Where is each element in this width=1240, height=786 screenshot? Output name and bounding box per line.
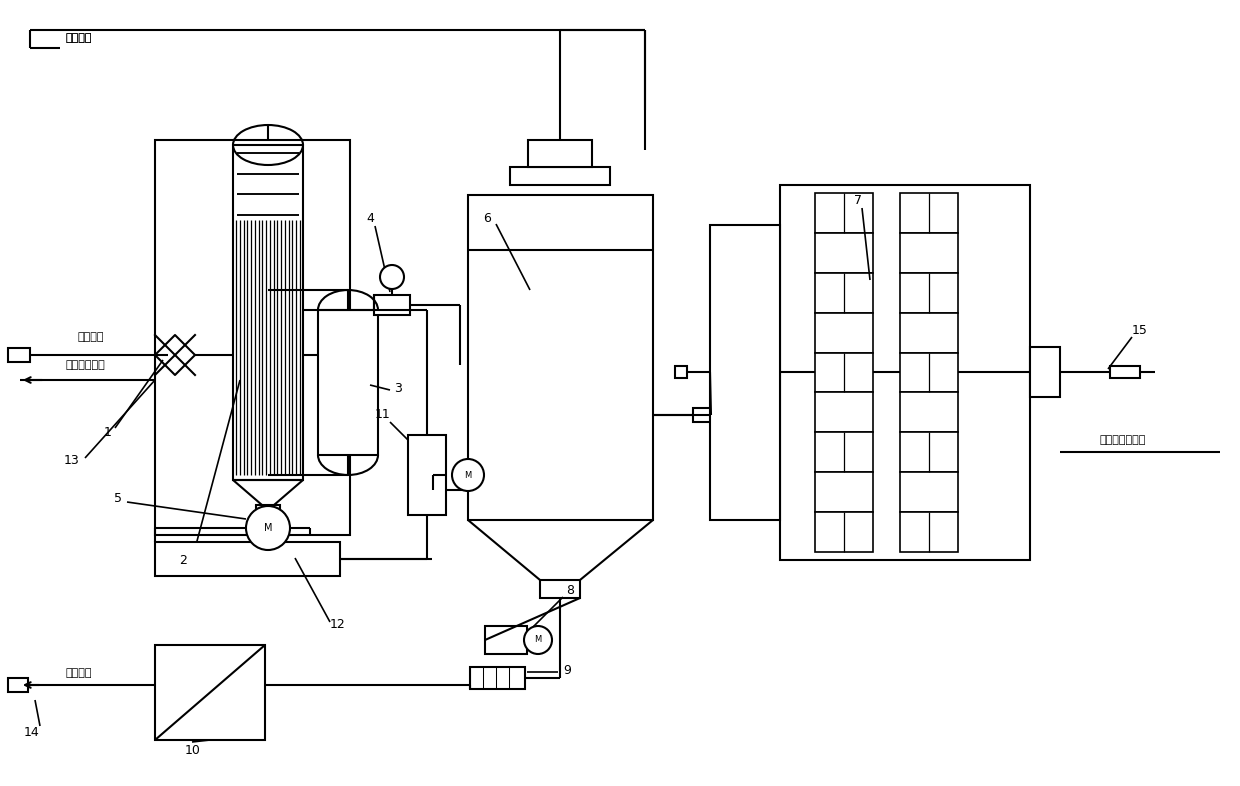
Text: 10: 10 bbox=[185, 744, 201, 756]
Bar bbox=[155, 645, 265, 740]
Bar bbox=[711, 225, 780, 520]
Text: 1: 1 bbox=[104, 425, 112, 439]
Bar bbox=[155, 542, 340, 576]
Circle shape bbox=[379, 265, 404, 289]
Text: 12: 12 bbox=[330, 619, 346, 631]
Bar bbox=[418, 483, 436, 497]
Text: 5: 5 bbox=[114, 491, 122, 505]
Bar bbox=[317, 310, 378, 455]
Bar bbox=[1110, 366, 1140, 378]
Bar bbox=[900, 273, 959, 313]
Bar bbox=[815, 273, 873, 313]
Bar bbox=[510, 167, 610, 185]
Circle shape bbox=[453, 459, 484, 491]
Bar bbox=[408, 435, 446, 515]
Bar bbox=[815, 472, 873, 512]
Text: 14: 14 bbox=[24, 725, 40, 739]
Text: 去水处理系统: 去水处理系统 bbox=[66, 360, 105, 370]
Text: M: M bbox=[464, 471, 471, 479]
Bar bbox=[815, 432, 873, 472]
Bar bbox=[900, 313, 959, 353]
Bar bbox=[1030, 347, 1060, 397]
Bar bbox=[255, 505, 280, 523]
Bar bbox=[252, 523, 284, 535]
Bar bbox=[900, 512, 959, 552]
Bar bbox=[815, 392, 873, 432]
Text: 燃气管线: 燃气管线 bbox=[64, 33, 92, 43]
Text: 4: 4 bbox=[366, 211, 374, 225]
Circle shape bbox=[525, 626, 552, 654]
Text: 13: 13 bbox=[64, 454, 79, 467]
Bar bbox=[780, 185, 1030, 560]
Bar bbox=[7, 678, 29, 692]
Text: 8: 8 bbox=[565, 583, 574, 597]
Bar bbox=[900, 392, 959, 432]
Bar bbox=[900, 193, 959, 233]
Text: 15: 15 bbox=[1132, 324, 1148, 336]
Bar bbox=[528, 140, 591, 167]
Bar bbox=[693, 408, 711, 422]
Bar bbox=[815, 313, 873, 353]
Bar bbox=[233, 145, 303, 480]
Text: 燃气管线: 燃气管线 bbox=[64, 33, 92, 43]
Bar bbox=[675, 366, 687, 378]
Bar bbox=[470, 667, 525, 689]
Bar bbox=[374, 295, 410, 315]
Text: 废液进口: 废液进口 bbox=[78, 332, 104, 342]
Bar bbox=[7, 348, 30, 362]
Bar bbox=[815, 233, 873, 273]
Circle shape bbox=[246, 506, 290, 550]
Bar bbox=[467, 195, 653, 520]
Text: 9: 9 bbox=[563, 663, 570, 677]
Text: 7: 7 bbox=[854, 193, 862, 207]
Text: M: M bbox=[534, 636, 542, 645]
Bar bbox=[900, 353, 959, 392]
Bar bbox=[900, 233, 959, 273]
Bar bbox=[815, 353, 873, 392]
Text: 6: 6 bbox=[484, 211, 491, 225]
Bar bbox=[155, 140, 350, 535]
Bar bbox=[815, 512, 873, 552]
Bar bbox=[900, 432, 959, 472]
Text: M: M bbox=[264, 523, 273, 533]
Bar bbox=[815, 193, 873, 233]
Text: 3: 3 bbox=[394, 381, 402, 395]
Text: 11: 11 bbox=[376, 409, 391, 421]
Bar bbox=[485, 626, 527, 654]
Bar bbox=[900, 472, 959, 512]
Bar bbox=[539, 580, 580, 598]
Text: 去盐料仓: 去盐料仓 bbox=[64, 668, 92, 678]
Text: 2: 2 bbox=[179, 553, 187, 567]
Text: 去烟气净化系统: 去烟气净化系统 bbox=[1100, 435, 1146, 445]
